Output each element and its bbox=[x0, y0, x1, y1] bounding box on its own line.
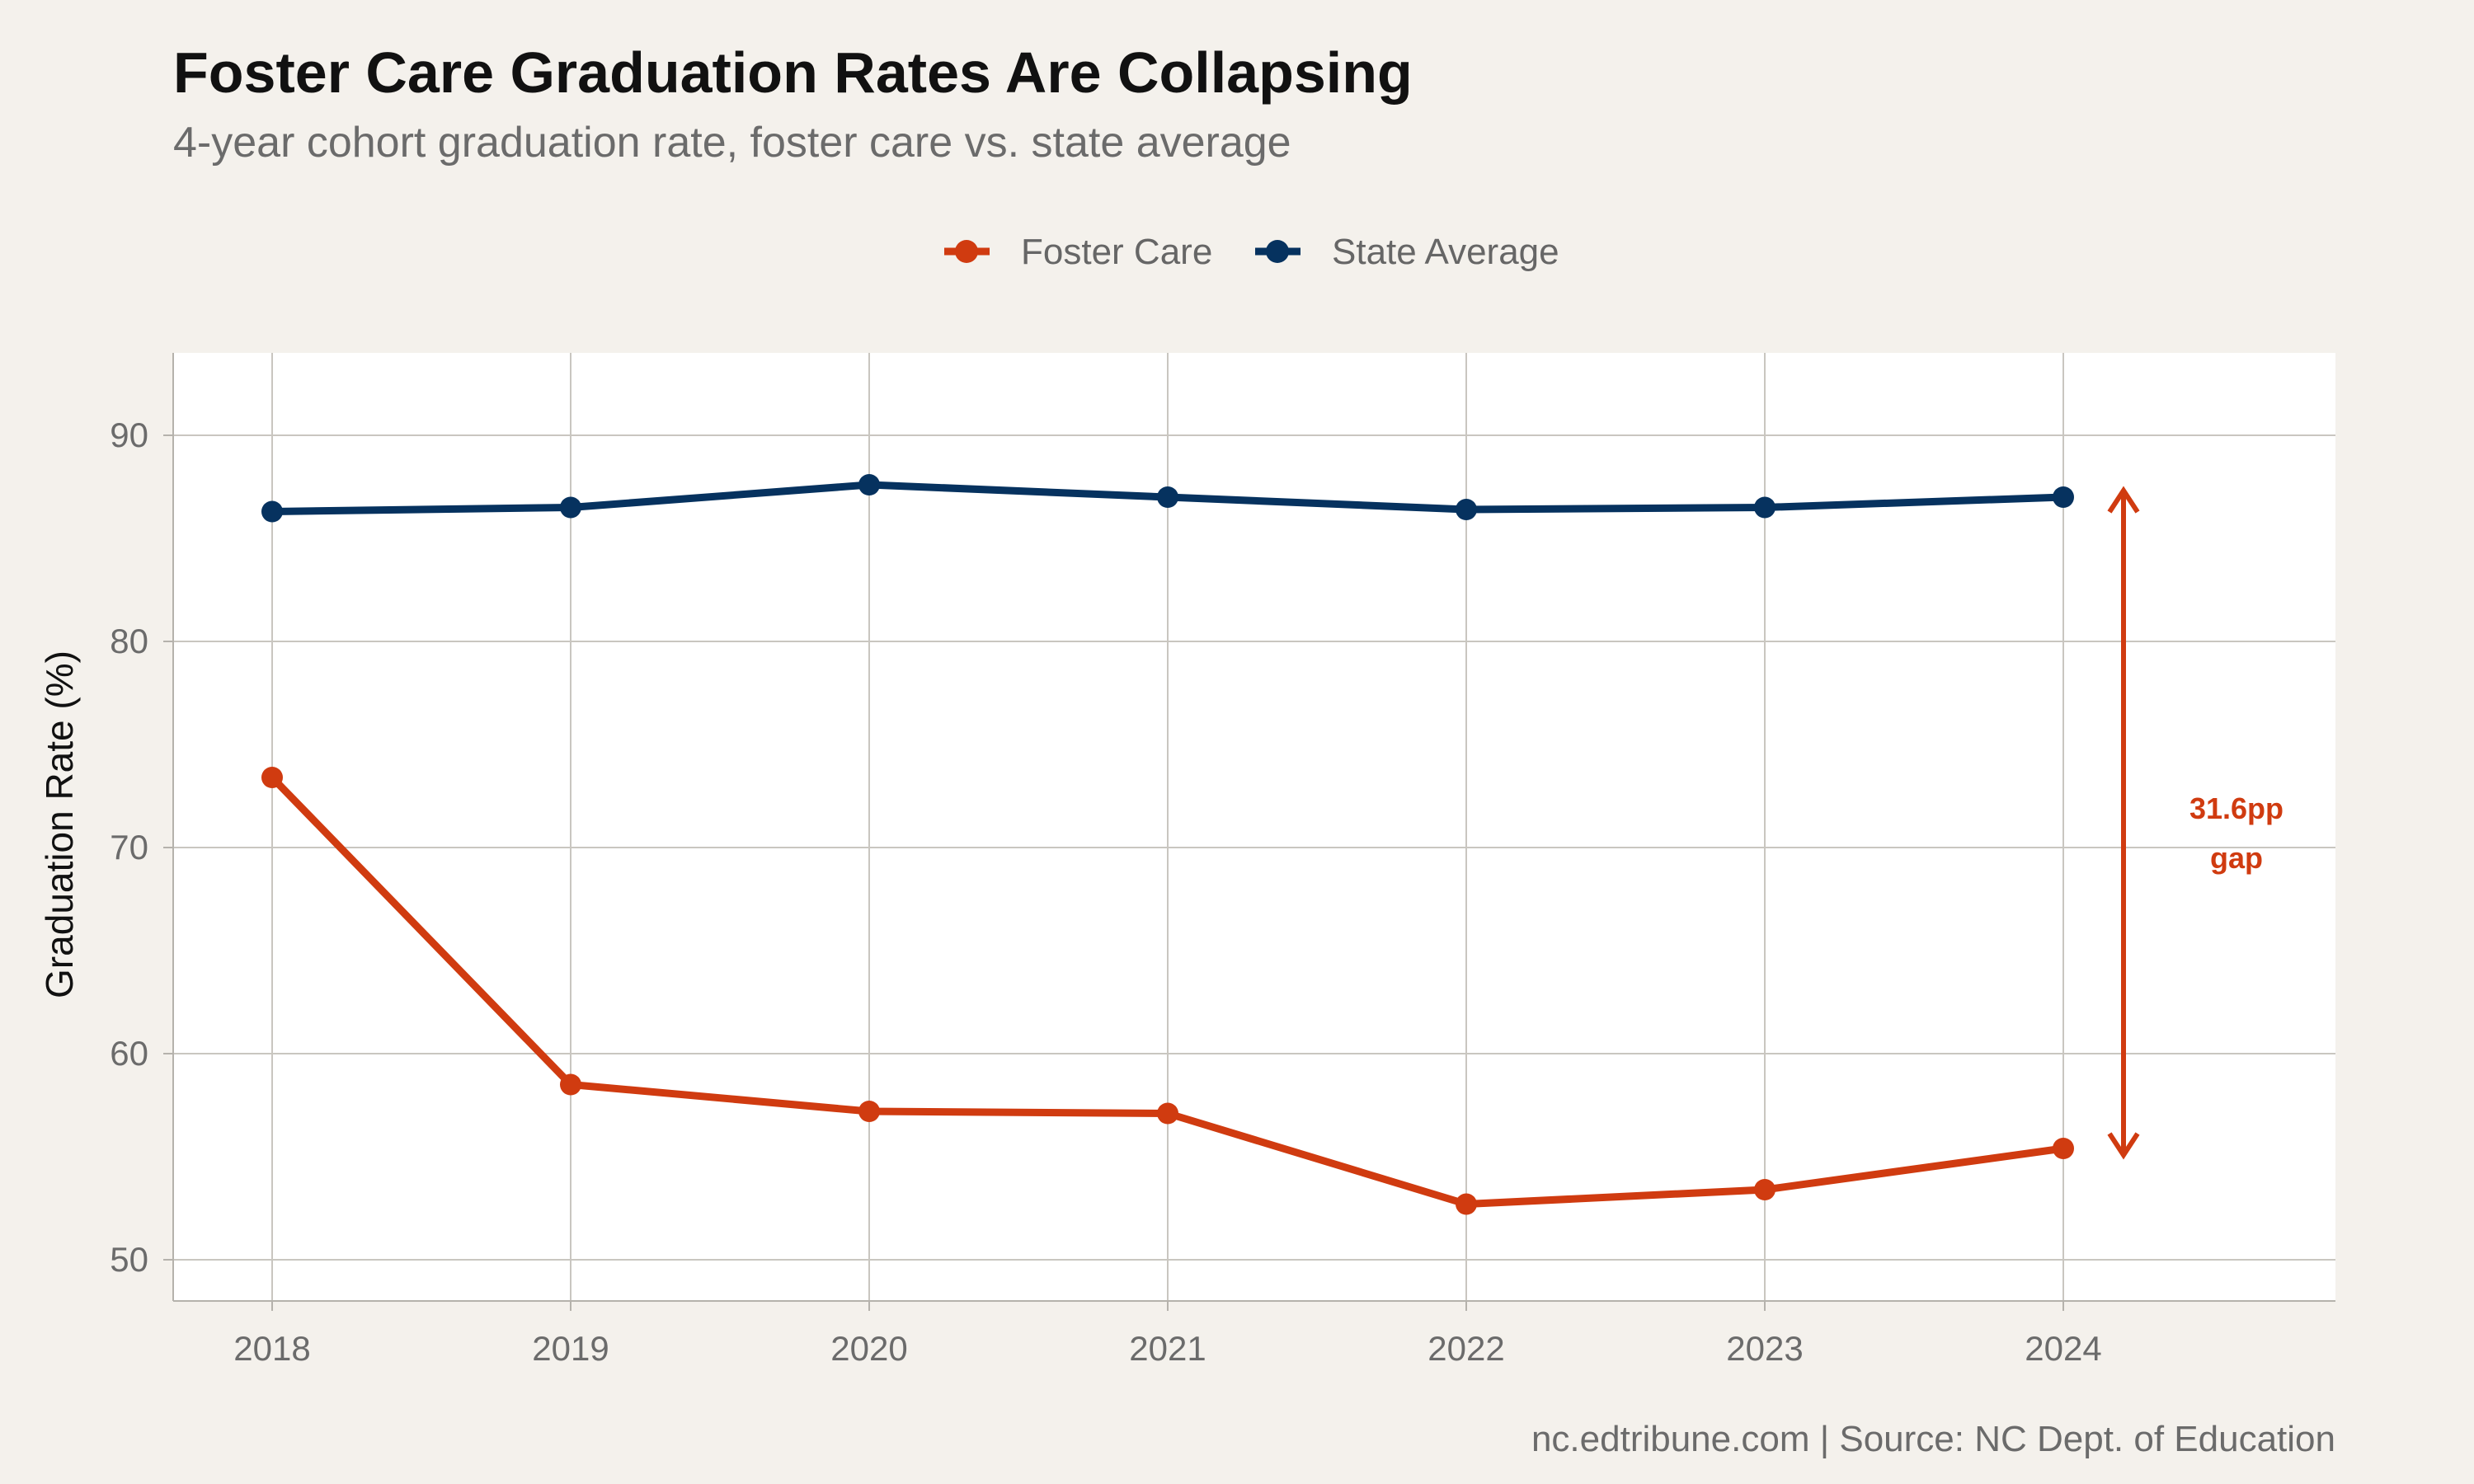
x-tick-label: 2021 bbox=[1129, 1329, 1206, 1368]
data-point-foster-care bbox=[858, 1101, 880, 1122]
legend-item-state-average: State Average bbox=[1255, 232, 1559, 272]
data-point-foster-care bbox=[560, 1073, 581, 1096]
series bbox=[261, 474, 2074, 1215]
y-tick-label: 70 bbox=[110, 828, 148, 866]
legend-label-state-average: State Average bbox=[1332, 232, 1559, 272]
y-tick-label: 90 bbox=[110, 416, 148, 454]
x-tick-label: 2020 bbox=[830, 1329, 907, 1368]
data-point-state-average bbox=[1754, 496, 1776, 519]
gap-annotation: 31.6pp gap bbox=[2107, 486, 2284, 1160]
chart-caption: nc.edtribune.com | Source: NC Dept. of E… bbox=[1531, 1419, 2335, 1459]
y-tick-label: 80 bbox=[110, 622, 148, 660]
data-point-foster-care bbox=[1754, 1179, 1776, 1200]
chart-subtitle: 4-year cohort graduation rate, foster ca… bbox=[173, 119, 1291, 167]
x-tick-label: 2022 bbox=[1427, 1329, 1504, 1368]
data-point-foster-care bbox=[1157, 1102, 1178, 1125]
axes: 50 60 70 80 90 2018 2019 2020 2021 2022 2023 2024 bbox=[110, 353, 2335, 1368]
data-point-foster-care bbox=[1456, 1193, 1477, 1215]
data-point-foster-care bbox=[261, 767, 283, 788]
legend: Foster Care State Average bbox=[944, 232, 1559, 272]
data-point-state-average bbox=[1456, 499, 1477, 520]
y-axis-title: Graduation Rate (%) bbox=[38, 650, 81, 998]
chart-title: Foster Care Graduation Rates Are Collaps… bbox=[173, 40, 1413, 105]
y-tick-label: 60 bbox=[110, 1034, 148, 1073]
gap-label-text: gap bbox=[2210, 841, 2263, 875]
data-point-state-average bbox=[261, 500, 283, 523]
gap-arrow-head-bottom bbox=[2107, 1132, 2140, 1160]
x-tick-label: 2024 bbox=[2025, 1329, 2101, 1368]
legend-swatch-dot bbox=[955, 240, 978, 263]
data-point-foster-care bbox=[2053, 1138, 2074, 1159]
x-tick-label: 2023 bbox=[1726, 1329, 1803, 1368]
data-point-state-average bbox=[2053, 486, 2074, 508]
x-tick-label: 2018 bbox=[233, 1329, 310, 1368]
data-point-state-average bbox=[858, 474, 880, 495]
y-tick-label: 50 bbox=[110, 1240, 148, 1279]
legend-swatch-dot bbox=[1266, 240, 1289, 263]
data-point-state-average bbox=[560, 496, 581, 519]
x-tick-label: 2019 bbox=[532, 1329, 609, 1368]
gap-label-value: 31.6pp bbox=[2189, 791, 2284, 825]
data-point-state-average bbox=[1157, 486, 1178, 508]
gap-arrow-head-top bbox=[2107, 486, 2140, 514]
legend-label-foster-care: Foster Care bbox=[1021, 232, 1212, 272]
legend-item-foster-care: Foster Care bbox=[944, 232, 1212, 272]
